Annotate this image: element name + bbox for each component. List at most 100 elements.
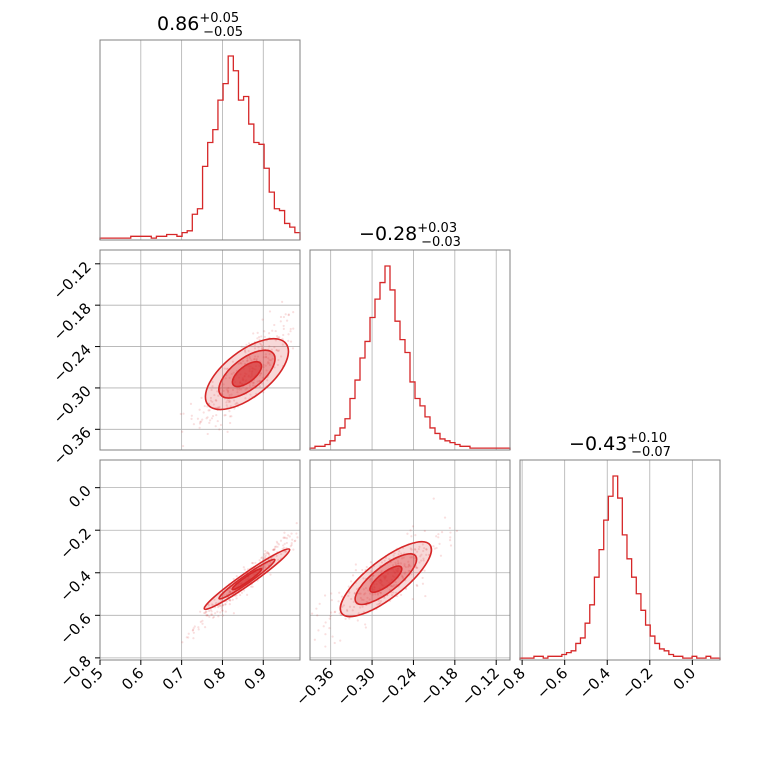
hist-panel-p1 [309, 249, 511, 451]
sample-point [433, 547, 436, 550]
sample-point [388, 557, 391, 561]
sample-point [229, 400, 232, 403]
sample-point [407, 569, 410, 572]
sample-point [369, 561, 372, 564]
sample-point [262, 356, 265, 359]
sample-point [205, 614, 208, 617]
sample-point [182, 412, 185, 415]
sample-point [363, 593, 366, 596]
sample-point [287, 313, 290, 317]
sample-point [410, 535, 413, 538]
sample-point [313, 638, 316, 641]
sample-point [282, 536, 285, 539]
sample-point [276, 542, 279, 545]
sample-point [390, 584, 393, 588]
sample-point [407, 563, 411, 566]
sample-point [368, 598, 371, 601]
sample-point [217, 606, 220, 609]
sample-point [253, 343, 257, 346]
sample-point [400, 552, 403, 555]
sample-point [285, 541, 288, 545]
sample-point [284, 550, 287, 553]
sample-point [268, 345, 271, 348]
sample-point [272, 548, 275, 551]
sample-point [409, 529, 412, 532]
hist-frame-p0 [99, 39, 301, 241]
sample-point [376, 603, 379, 606]
sample-point [362, 577, 365, 580]
xtick-label-p0-3: 0.8 [200, 664, 230, 694]
sample-point [267, 552, 270, 555]
sample-point [243, 568, 246, 571]
sample-point [200, 396, 203, 399]
sample-point [359, 606, 362, 609]
sample-point [449, 531, 452, 534]
sample-point [414, 548, 417, 551]
sample-point [206, 614, 209, 617]
sample-point [228, 415, 232, 418]
histogram-p0 [99, 55, 301, 240]
sample-point [398, 550, 401, 553]
xtick-label-p1-2: −0.24 [375, 664, 420, 709]
sample-point [317, 321, 319, 323]
sample-point [284, 536, 287, 539]
sample-point [203, 611, 206, 615]
sample-point [277, 358, 280, 362]
sample-point [324, 633, 327, 636]
sample-point [448, 526, 451, 530]
sample-point [417, 548, 420, 551]
sample-point [423, 569, 426, 572]
sample-point [224, 377, 227, 380]
sample-point [318, 602, 321, 605]
sample-point [244, 388, 247, 391]
sample-point [440, 531, 444, 534]
sample-point [212, 403, 215, 406]
sample-point [281, 547, 284, 550]
sample-point [399, 593, 403, 597]
sample-point [224, 413, 227, 417]
sample-point [330, 599, 333, 602]
sample-point [315, 607, 318, 610]
sample-point [258, 379, 261, 383]
sample-point [264, 566, 267, 569]
sample-point [262, 557, 265, 560]
sample-point [362, 588, 365, 591]
sample-point [261, 566, 264, 569]
sample-point [317, 629, 320, 632]
sample-point [419, 555, 422, 558]
sample-point [273, 366, 276, 369]
sample-point [287, 333, 290, 336]
sample-point [246, 593, 249, 597]
sample-point [328, 617, 331, 620]
histogram-p1 [309, 265, 511, 450]
sample-point [415, 566, 418, 569]
sample-point [240, 388, 243, 391]
sample-point [274, 339, 277, 342]
sample-point [208, 615, 211, 618]
sample-point [265, 552, 268, 555]
sample-point [268, 363, 272, 367]
sample-point [229, 421, 232, 425]
xtick-label-p0-1: 0.6 [118, 664, 148, 694]
sample-point [323, 501, 325, 503]
sample-point [269, 561, 272, 565]
sample-point [207, 409, 210, 412]
sample-point [280, 553, 283, 556]
sample-point [270, 348, 273, 351]
sample-point [220, 599, 223, 602]
sample-point [262, 363, 265, 366]
sample-point [411, 525, 415, 528]
sample-point [361, 605, 364, 608]
sample-point [348, 605, 352, 608]
sample-point [224, 603, 227, 606]
sample-point [255, 357, 258, 360]
sample-point [215, 601, 218, 605]
sample-point [258, 559, 261, 562]
sample-point [394, 563, 398, 566]
sample-point [222, 604, 225, 607]
sample-point [369, 580, 372, 583]
sample-point [397, 553, 400, 556]
sample-point [268, 554, 271, 557]
sample-point [403, 563, 406, 566]
sample-point [404, 571, 407, 574]
